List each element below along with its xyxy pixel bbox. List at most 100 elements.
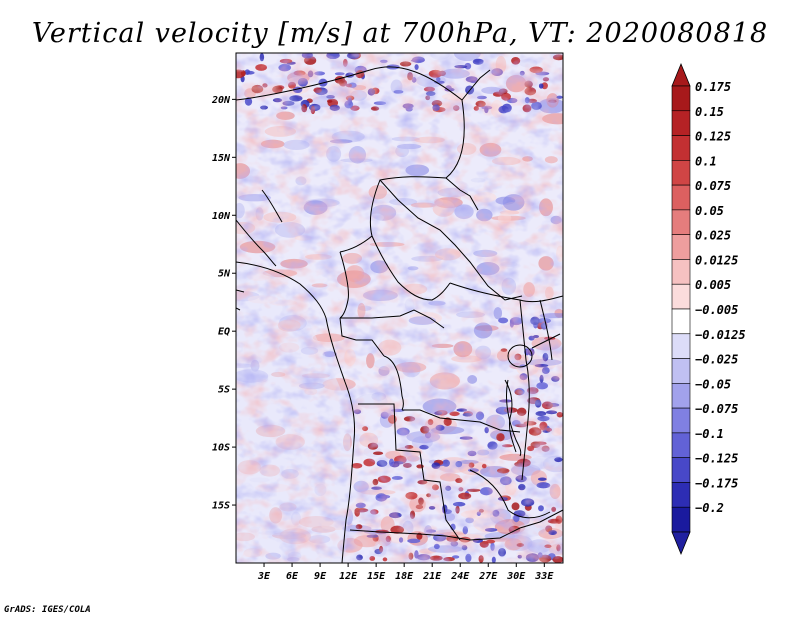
y-tick-label: EQ: [218, 327, 230, 338]
strong-cell: [541, 445, 550, 452]
strong-cell: [362, 426, 369, 432]
field-patch: [550, 215, 562, 225]
strong-cell: [545, 410, 558, 415]
field-patch: [484, 477, 505, 486]
colorbar-label: −0.175: [695, 476, 738, 490]
border-line: [379, 179, 523, 301]
field-patch: [329, 139, 353, 144]
field-patch: [344, 348, 356, 367]
border-line: [519, 299, 530, 481]
strong-cell: [297, 77, 308, 87]
strong-cell: [491, 68, 503, 76]
border-line: [339, 176, 447, 253]
strong-cell: [408, 552, 414, 560]
field-patch: [497, 213, 512, 224]
strong-cell: [481, 463, 487, 469]
strong-cell: [452, 555, 460, 559]
strong-cell: [475, 100, 486, 108]
field-patch: [443, 512, 456, 522]
field-patch: [502, 194, 525, 211]
field-patch: [405, 164, 430, 177]
colorbar-label: −0.05: [695, 377, 731, 391]
field-patch: [422, 398, 457, 415]
field-patch: [402, 283, 428, 295]
strong-cell: [398, 537, 404, 543]
field-patch: [531, 336, 562, 351]
strong-cell: [514, 353, 522, 361]
strong-cell: [486, 539, 496, 544]
strong-cell: [556, 95, 563, 99]
strong-cell: [289, 95, 303, 102]
strong-cell: [425, 91, 436, 97]
field-patch: [473, 192, 497, 203]
strong-cell: [501, 92, 511, 101]
strong-cell: [547, 518, 562, 524]
strong-cell: [369, 555, 376, 561]
field-patch: [555, 521, 563, 531]
strong-cell: [390, 525, 404, 534]
strong-cell: [411, 77, 417, 83]
field-patch: [539, 313, 563, 319]
x-tick-label: 33E: [534, 571, 554, 582]
strong-cell: [370, 509, 379, 515]
strong-cell: [478, 508, 484, 513]
strong-cell: [373, 101, 387, 106]
strong-cell: [388, 414, 397, 424]
strong-cell: [511, 56, 521, 65]
field-patch: [467, 375, 478, 384]
field-patch: [366, 353, 375, 369]
strong-cell: [525, 553, 540, 563]
colorbar-swatch: [671, 184, 691, 211]
border-line: [349, 509, 563, 541]
strong-cell: [456, 408, 468, 412]
strong-cell: [344, 100, 354, 109]
colorbar-swatch: [671, 308, 691, 335]
strong-cell: [484, 106, 489, 114]
strong-cell: [426, 529, 437, 533]
field-patch: [434, 248, 461, 261]
strong-cell: [491, 556, 496, 563]
strong-cell: [556, 411, 563, 418]
strong-cell: [443, 556, 455, 562]
strong-cell: [464, 62, 472, 70]
strong-cell: [552, 54, 563, 61]
field-patch: [322, 351, 338, 357]
x-tick-label: 18E: [395, 571, 414, 582]
strong-cell: [279, 58, 293, 64]
strong-cell: [544, 544, 552, 549]
strong-cell: [478, 555, 484, 563]
colorbar-top-cap: [671, 62, 691, 87]
strong-cell: [371, 486, 382, 490]
strong-cell: [539, 374, 544, 383]
strong-cell: [433, 543, 440, 550]
strong-cell: [497, 468, 510, 474]
strong-cell: [536, 382, 549, 390]
strong-cell: [524, 97, 530, 104]
field-patch: [274, 221, 306, 238]
colorbar-label: 0.025: [695, 229, 731, 243]
strong-cell: [490, 542, 495, 551]
field-patch: [236, 163, 251, 179]
field-patch: [501, 277, 517, 295]
field-patch: [526, 358, 562, 366]
field-patch: [496, 350, 510, 362]
field-patch: [407, 266, 419, 271]
field-patch: [404, 298, 415, 312]
strong-cell: [314, 71, 326, 76]
strong-cell: [251, 84, 264, 94]
colorbar-label: 0.125: [695, 130, 731, 144]
strong-cell: [236, 69, 245, 79]
strong-cell: [548, 99, 557, 103]
colorbar-label: 0.1: [695, 154, 717, 168]
border-line: [504, 379, 517, 453]
strong-cell: [465, 76, 478, 83]
strong-cell: [396, 427, 410, 436]
field-patch: [391, 136, 420, 142]
strong-cell: [404, 445, 414, 449]
field-patch: [348, 146, 367, 164]
strong-cell: [533, 334, 540, 339]
strong-cell: [260, 105, 269, 110]
colorbar-label: 0.15: [695, 105, 724, 119]
lake-victoria: [507, 344, 533, 368]
strong-cell: [554, 457, 563, 463]
